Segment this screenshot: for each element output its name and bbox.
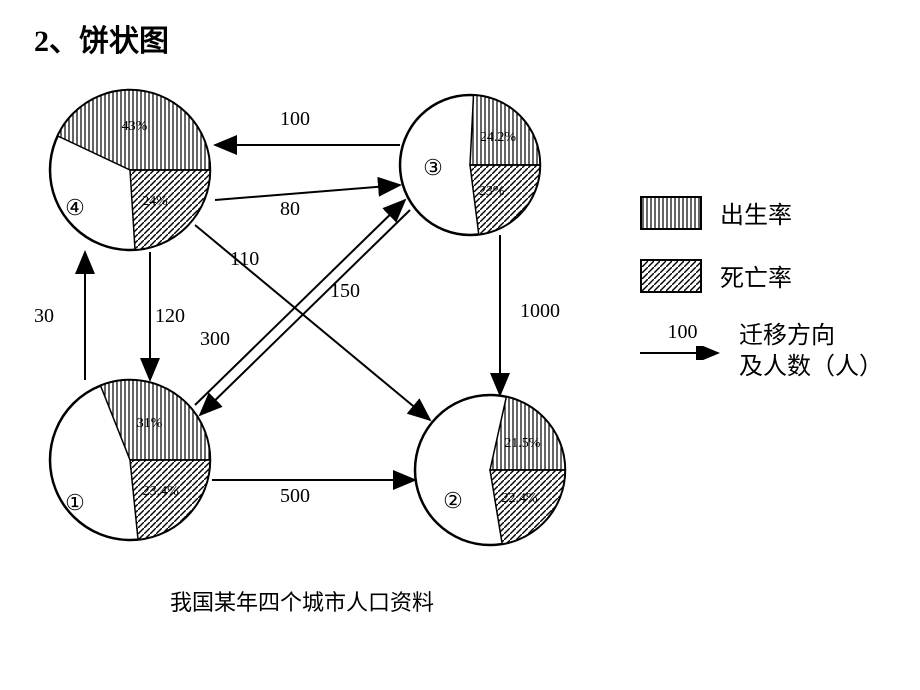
diagram-container: 2、饼状图 ④ ③ ① ② 10080120301000500150300110…: [0, 0, 920, 690]
death-slice-n2: [490, 470, 565, 544]
death-slice-n4: [130, 170, 210, 250]
node-label-2: ②: [438, 488, 468, 514]
edge-n4-n3: [215, 185, 400, 200]
edge-n3-n1: [200, 210, 410, 415]
birth-slice-n3: [470, 95, 540, 165]
legend-arrow-num: 100: [640, 321, 725, 344]
edge-label-n4-n3: 80: [280, 198, 300, 221]
legend-birth-swatch: [640, 196, 702, 230]
legend-arrow-row: 100 迁移方向 及人数（人）: [640, 321, 883, 383]
death-slice-n3: [470, 165, 540, 234]
node-label-4: ④: [60, 195, 90, 221]
edge-label-n1-n2: 500: [280, 485, 310, 508]
edge-label-n4-n2: 110: [230, 248, 259, 271]
legend-death-text: 死亡率: [720, 258, 792, 293]
legend: 出生率 死亡率 100 迁移方向 及人数（人）: [640, 195, 883, 383]
node-label-1: ①: [60, 490, 90, 516]
edge-label-n1-n4: 30: [34, 305, 54, 328]
legend-arrow-text: 迁移方向 及人数（人）: [739, 321, 883, 383]
legend-birth-text: 出生率: [720, 195, 792, 230]
death-slice-n1: [130, 460, 210, 540]
edge-label-n3-n4: 100: [280, 108, 310, 131]
edge-label-n1-n3: 300: [200, 328, 230, 351]
edge-label-n4-n1: 120: [155, 305, 185, 328]
legend-birth-row: 出生率: [640, 195, 883, 230]
edge-label-n3-n2: 1000: [520, 300, 560, 323]
legend-death-row: 死亡率: [640, 258, 883, 293]
edge-label-n3-n1: 150: [330, 280, 360, 303]
legend-arrow: 100: [640, 321, 725, 365]
node-label-3: ③: [418, 155, 448, 181]
caption: 我国某年四个城市人口资料: [170, 585, 434, 617]
legend-death-swatch: [640, 259, 702, 293]
